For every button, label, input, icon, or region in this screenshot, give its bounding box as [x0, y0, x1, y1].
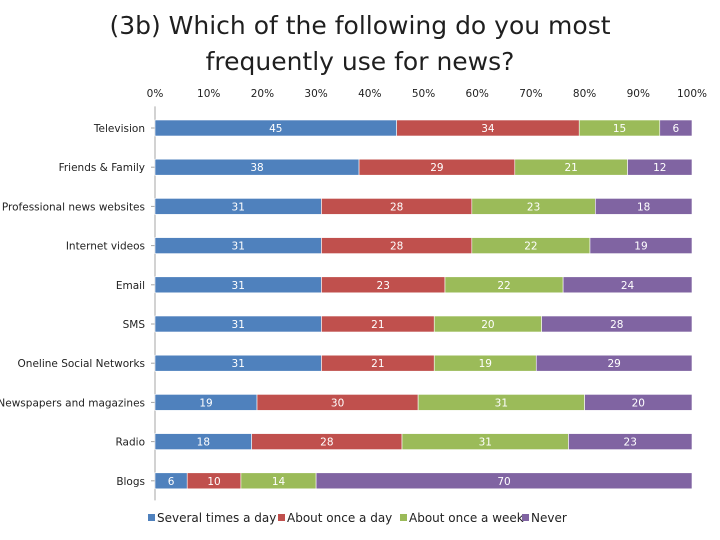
- legend-label: Several times a day: [157, 511, 276, 525]
- data-label: 6: [673, 123, 680, 135]
- data-label: 28: [390, 241, 403, 253]
- x-tick-label: 40%: [358, 88, 381, 100]
- data-label: 6: [168, 476, 175, 488]
- bar-segment: [595, 198, 693, 215]
- category-label: SMS: [123, 319, 146, 331]
- bar-segment: [584, 394, 693, 411]
- data-label: 45: [269, 123, 282, 135]
- data-label: 31: [232, 241, 245, 253]
- chart-title: (3b) Which of the following do you most …: [109, 11, 611, 76]
- bar-segment: [535, 354, 693, 372]
- data-label: 21: [371, 358, 384, 370]
- data-label: 31: [495, 397, 508, 409]
- data-label: 22: [497, 280, 510, 292]
- data-label: 21: [564, 162, 577, 174]
- bar-segment: [659, 119, 693, 137]
- legend-swatch: [148, 514, 155, 521]
- x-tick-label: 70%: [519, 88, 542, 100]
- data-label: 23: [624, 437, 637, 449]
- bars-layer: [154, 119, 693, 490]
- data-label: 31: [232, 280, 245, 292]
- x-tick-label: 10%: [197, 88, 220, 100]
- data-label: 31: [232, 201, 245, 213]
- data-label: 15: [613, 123, 626, 135]
- data-label: 12: [653, 162, 666, 174]
- data-label: 22: [524, 241, 537, 253]
- x-tick-label: 90%: [627, 88, 650, 100]
- category-label: Newspapers and magazines: [0, 397, 145, 409]
- data-label: 23: [527, 201, 540, 213]
- data-label: 20: [632, 397, 645, 409]
- data-label: 29: [430, 162, 443, 174]
- data-label: 14: [272, 476, 286, 488]
- bar-segment: [315, 472, 693, 490]
- category-label: Friends & Family: [59, 162, 145, 174]
- x-tick-label: 50%: [412, 88, 435, 100]
- data-label: 28: [610, 319, 623, 331]
- legend-label: Never: [531, 511, 567, 525]
- data-label: 23: [377, 280, 390, 292]
- data-label: 20: [481, 319, 494, 331]
- data-label: 28: [390, 201, 403, 213]
- bar-segment: [541, 315, 693, 333]
- x-tick-label: 80%: [573, 88, 596, 100]
- category-label: Oneline Social Networks: [18, 358, 145, 370]
- category-label: Blogs: [116, 476, 145, 488]
- bar-segment: [589, 237, 693, 254]
- bar-segment: [627, 158, 693, 176]
- data-label: 31: [479, 437, 492, 449]
- data-label: 70: [497, 476, 510, 488]
- data-label: 21: [371, 319, 384, 331]
- data-label: 31: [232, 358, 245, 370]
- data-label: 18: [637, 201, 650, 213]
- legend-label: About once a day: [287, 511, 392, 525]
- legend-label: About once a week: [409, 511, 524, 525]
- x-tick-label: 20%: [251, 88, 274, 100]
- legend: Several times a day About once a day About…: [148, 511, 567, 525]
- category-label: Professional news websites: [2, 201, 145, 213]
- data-label: 24: [621, 280, 635, 292]
- legend-swatch: [522, 514, 529, 521]
- x-tick-label: 60%: [466, 88, 489, 100]
- data-label: 38: [250, 162, 263, 174]
- category-label: Radio: [115, 437, 145, 449]
- data-label: 18: [197, 437, 210, 449]
- x-tick-label: 0%: [147, 88, 164, 100]
- bar-segment: [562, 276, 693, 294]
- data-label: 19: [199, 397, 212, 409]
- data-label: 30: [331, 397, 344, 409]
- data-label: 10: [207, 476, 220, 488]
- x-tick-label: 30%: [304, 88, 327, 100]
- category-label: Television: [93, 123, 145, 135]
- category-label: Email: [116, 280, 145, 292]
- data-label: 19: [634, 241, 647, 253]
- legend-swatch: [400, 514, 407, 521]
- x-tick-label: 100%: [677, 88, 707, 100]
- data-label: 34: [481, 123, 495, 135]
- bar-segment: [568, 433, 693, 450]
- data-label: 29: [607, 358, 620, 370]
- category-label: Internet videos: [66, 241, 145, 253]
- data-label: 31: [232, 319, 245, 331]
- data-label: 19: [479, 358, 492, 370]
- data-label: 28: [320, 437, 333, 449]
- legend-swatch: [278, 514, 285, 521]
- labels-layer: 45 34 15 6 38 29 21 12 31 28 23 18 31 28 22 19 31 23 22 24 3…: [168, 123, 680, 488]
